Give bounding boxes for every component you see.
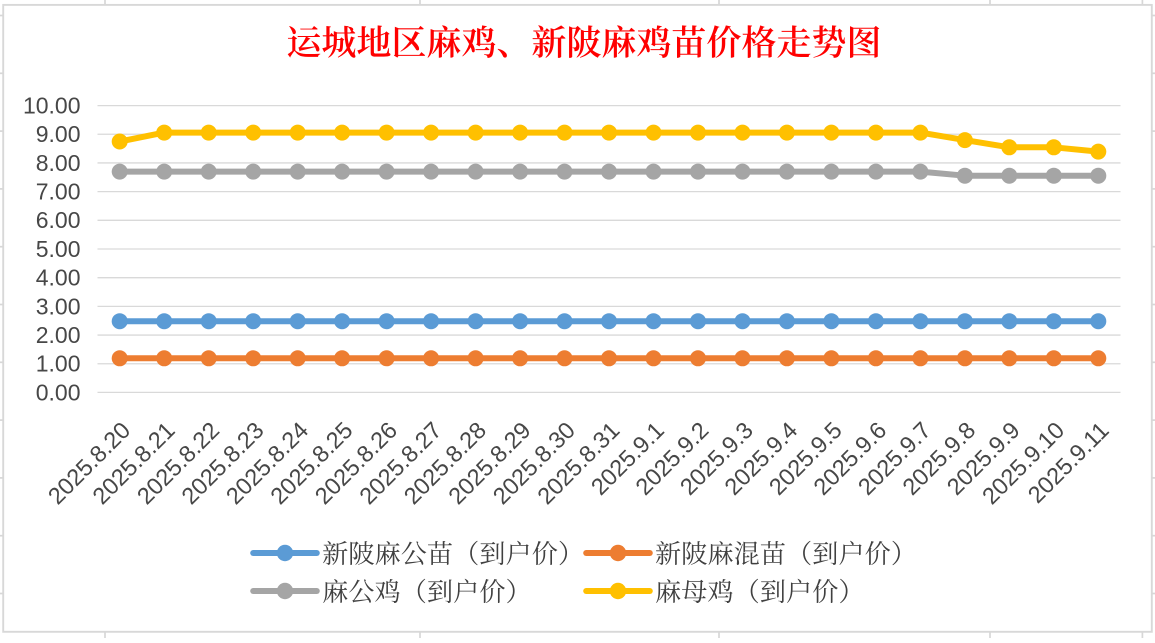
svg-text:5.00: 5.00 — [36, 236, 81, 262]
svg-text:9.00: 9.00 — [36, 121, 81, 147]
svg-text:3.00: 3.00 — [36, 293, 81, 319]
svg-text:10.00: 10.00 — [23, 93, 81, 119]
svg-text:8.00: 8.00 — [36, 150, 81, 176]
svg-text:7.00: 7.00 — [36, 179, 81, 205]
svg-text:1.00: 1.00 — [36, 351, 81, 377]
svg-text:2.00: 2.00 — [36, 322, 81, 348]
svg-text:4.00: 4.00 — [36, 265, 81, 291]
svg-text:6.00: 6.00 — [36, 207, 81, 233]
svg-text:0.00: 0.00 — [36, 379, 81, 405]
